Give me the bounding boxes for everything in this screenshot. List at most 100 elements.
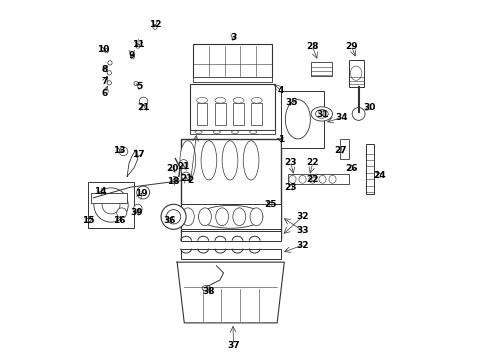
Bar bbox=[193, 77, 272, 82]
Text: 28: 28 bbox=[306, 41, 318, 50]
Ellipse shape bbox=[243, 141, 259, 180]
Ellipse shape bbox=[329, 175, 336, 183]
Text: 31: 31 bbox=[317, 111, 329, 120]
Text: 39: 39 bbox=[131, 208, 144, 217]
Ellipse shape bbox=[215, 98, 226, 103]
Text: 27: 27 bbox=[334, 146, 347, 155]
Text: 21: 21 bbox=[180, 175, 193, 184]
Text: 20: 20 bbox=[167, 164, 179, 173]
Text: 36: 36 bbox=[164, 216, 176, 225]
Ellipse shape bbox=[139, 97, 148, 106]
Bar bbox=[190, 84, 275, 130]
Text: 34: 34 bbox=[336, 113, 348, 122]
Ellipse shape bbox=[198, 205, 263, 228]
Ellipse shape bbox=[117, 208, 127, 218]
Ellipse shape bbox=[233, 98, 244, 103]
Ellipse shape bbox=[130, 55, 135, 59]
Ellipse shape bbox=[316, 110, 328, 118]
Ellipse shape bbox=[319, 175, 326, 183]
Text: 32: 32 bbox=[296, 240, 309, 249]
Text: 4: 4 bbox=[277, 86, 284, 95]
Bar bbox=[181, 139, 281, 239]
Text: 26: 26 bbox=[345, 164, 358, 173]
Ellipse shape bbox=[195, 131, 202, 134]
Text: 30: 30 bbox=[363, 103, 375, 112]
Ellipse shape bbox=[182, 172, 190, 181]
Bar bbox=[181, 231, 281, 241]
Ellipse shape bbox=[233, 208, 245, 226]
Text: 11: 11 bbox=[132, 40, 144, 49]
Ellipse shape bbox=[202, 285, 211, 291]
Ellipse shape bbox=[309, 175, 316, 183]
Text: 25: 25 bbox=[265, 200, 277, 209]
Ellipse shape bbox=[134, 81, 138, 86]
Ellipse shape bbox=[198, 208, 211, 226]
Text: 24: 24 bbox=[374, 171, 386, 180]
Bar bbox=[197, 103, 207, 125]
Bar bbox=[366, 144, 373, 194]
Text: 37: 37 bbox=[227, 341, 240, 350]
Ellipse shape bbox=[104, 49, 109, 53]
Ellipse shape bbox=[102, 196, 120, 214]
Text: 18: 18 bbox=[167, 177, 179, 186]
Bar bbox=[181, 204, 281, 229]
Ellipse shape bbox=[153, 25, 157, 29]
Ellipse shape bbox=[181, 208, 194, 226]
Text: 35: 35 bbox=[285, 98, 298, 107]
Ellipse shape bbox=[250, 208, 263, 226]
Text: 38: 38 bbox=[202, 287, 215, 296]
Ellipse shape bbox=[161, 204, 186, 229]
Ellipse shape bbox=[216, 208, 228, 226]
Text: 33: 33 bbox=[296, 226, 309, 235]
Ellipse shape bbox=[285, 100, 310, 139]
Text: 2: 2 bbox=[188, 176, 194, 185]
Ellipse shape bbox=[213, 131, 220, 134]
Ellipse shape bbox=[107, 71, 111, 75]
Ellipse shape bbox=[119, 147, 128, 156]
Ellipse shape bbox=[352, 108, 365, 120]
Bar bbox=[348, 60, 364, 87]
Text: 29: 29 bbox=[345, 41, 358, 50]
Text: 3: 3 bbox=[230, 33, 236, 42]
Bar bbox=[281, 91, 323, 148]
Text: 8: 8 bbox=[102, 66, 108, 75]
Bar bbox=[181, 249, 281, 258]
Text: 22: 22 bbox=[307, 158, 319, 167]
Ellipse shape bbox=[249, 131, 257, 134]
Bar bbox=[215, 103, 226, 125]
Text: 17: 17 bbox=[132, 150, 145, 159]
Bar bbox=[233, 103, 244, 125]
Ellipse shape bbox=[137, 186, 149, 199]
Bar bbox=[251, 103, 262, 125]
Text: 1: 1 bbox=[278, 135, 284, 144]
Bar bbox=[190, 130, 275, 134]
Ellipse shape bbox=[94, 188, 128, 222]
Ellipse shape bbox=[136, 44, 140, 48]
Ellipse shape bbox=[311, 107, 333, 121]
Text: 23: 23 bbox=[285, 158, 297, 167]
Text: 13: 13 bbox=[113, 146, 125, 155]
Text: 23: 23 bbox=[285, 183, 297, 192]
Bar bbox=[288, 174, 348, 184]
Ellipse shape bbox=[299, 175, 306, 183]
Text: 9: 9 bbox=[128, 51, 135, 60]
Ellipse shape bbox=[222, 141, 238, 180]
Ellipse shape bbox=[134, 204, 142, 213]
Text: 14: 14 bbox=[94, 187, 107, 196]
Bar bbox=[193, 44, 272, 78]
Ellipse shape bbox=[289, 175, 296, 183]
Ellipse shape bbox=[180, 141, 196, 180]
Bar bbox=[92, 193, 127, 203]
Text: 22: 22 bbox=[307, 175, 319, 184]
Text: 16: 16 bbox=[113, 216, 125, 225]
Text: 15: 15 bbox=[82, 216, 95, 225]
Text: 6: 6 bbox=[102, 89, 108, 98]
Ellipse shape bbox=[108, 61, 112, 65]
Text: 32: 32 bbox=[296, 212, 309, 221]
Ellipse shape bbox=[107, 81, 111, 85]
Text: 10: 10 bbox=[97, 45, 109, 54]
Text: 7: 7 bbox=[102, 77, 108, 86]
Ellipse shape bbox=[251, 98, 262, 103]
Text: 21: 21 bbox=[137, 103, 150, 112]
Ellipse shape bbox=[197, 98, 207, 103]
